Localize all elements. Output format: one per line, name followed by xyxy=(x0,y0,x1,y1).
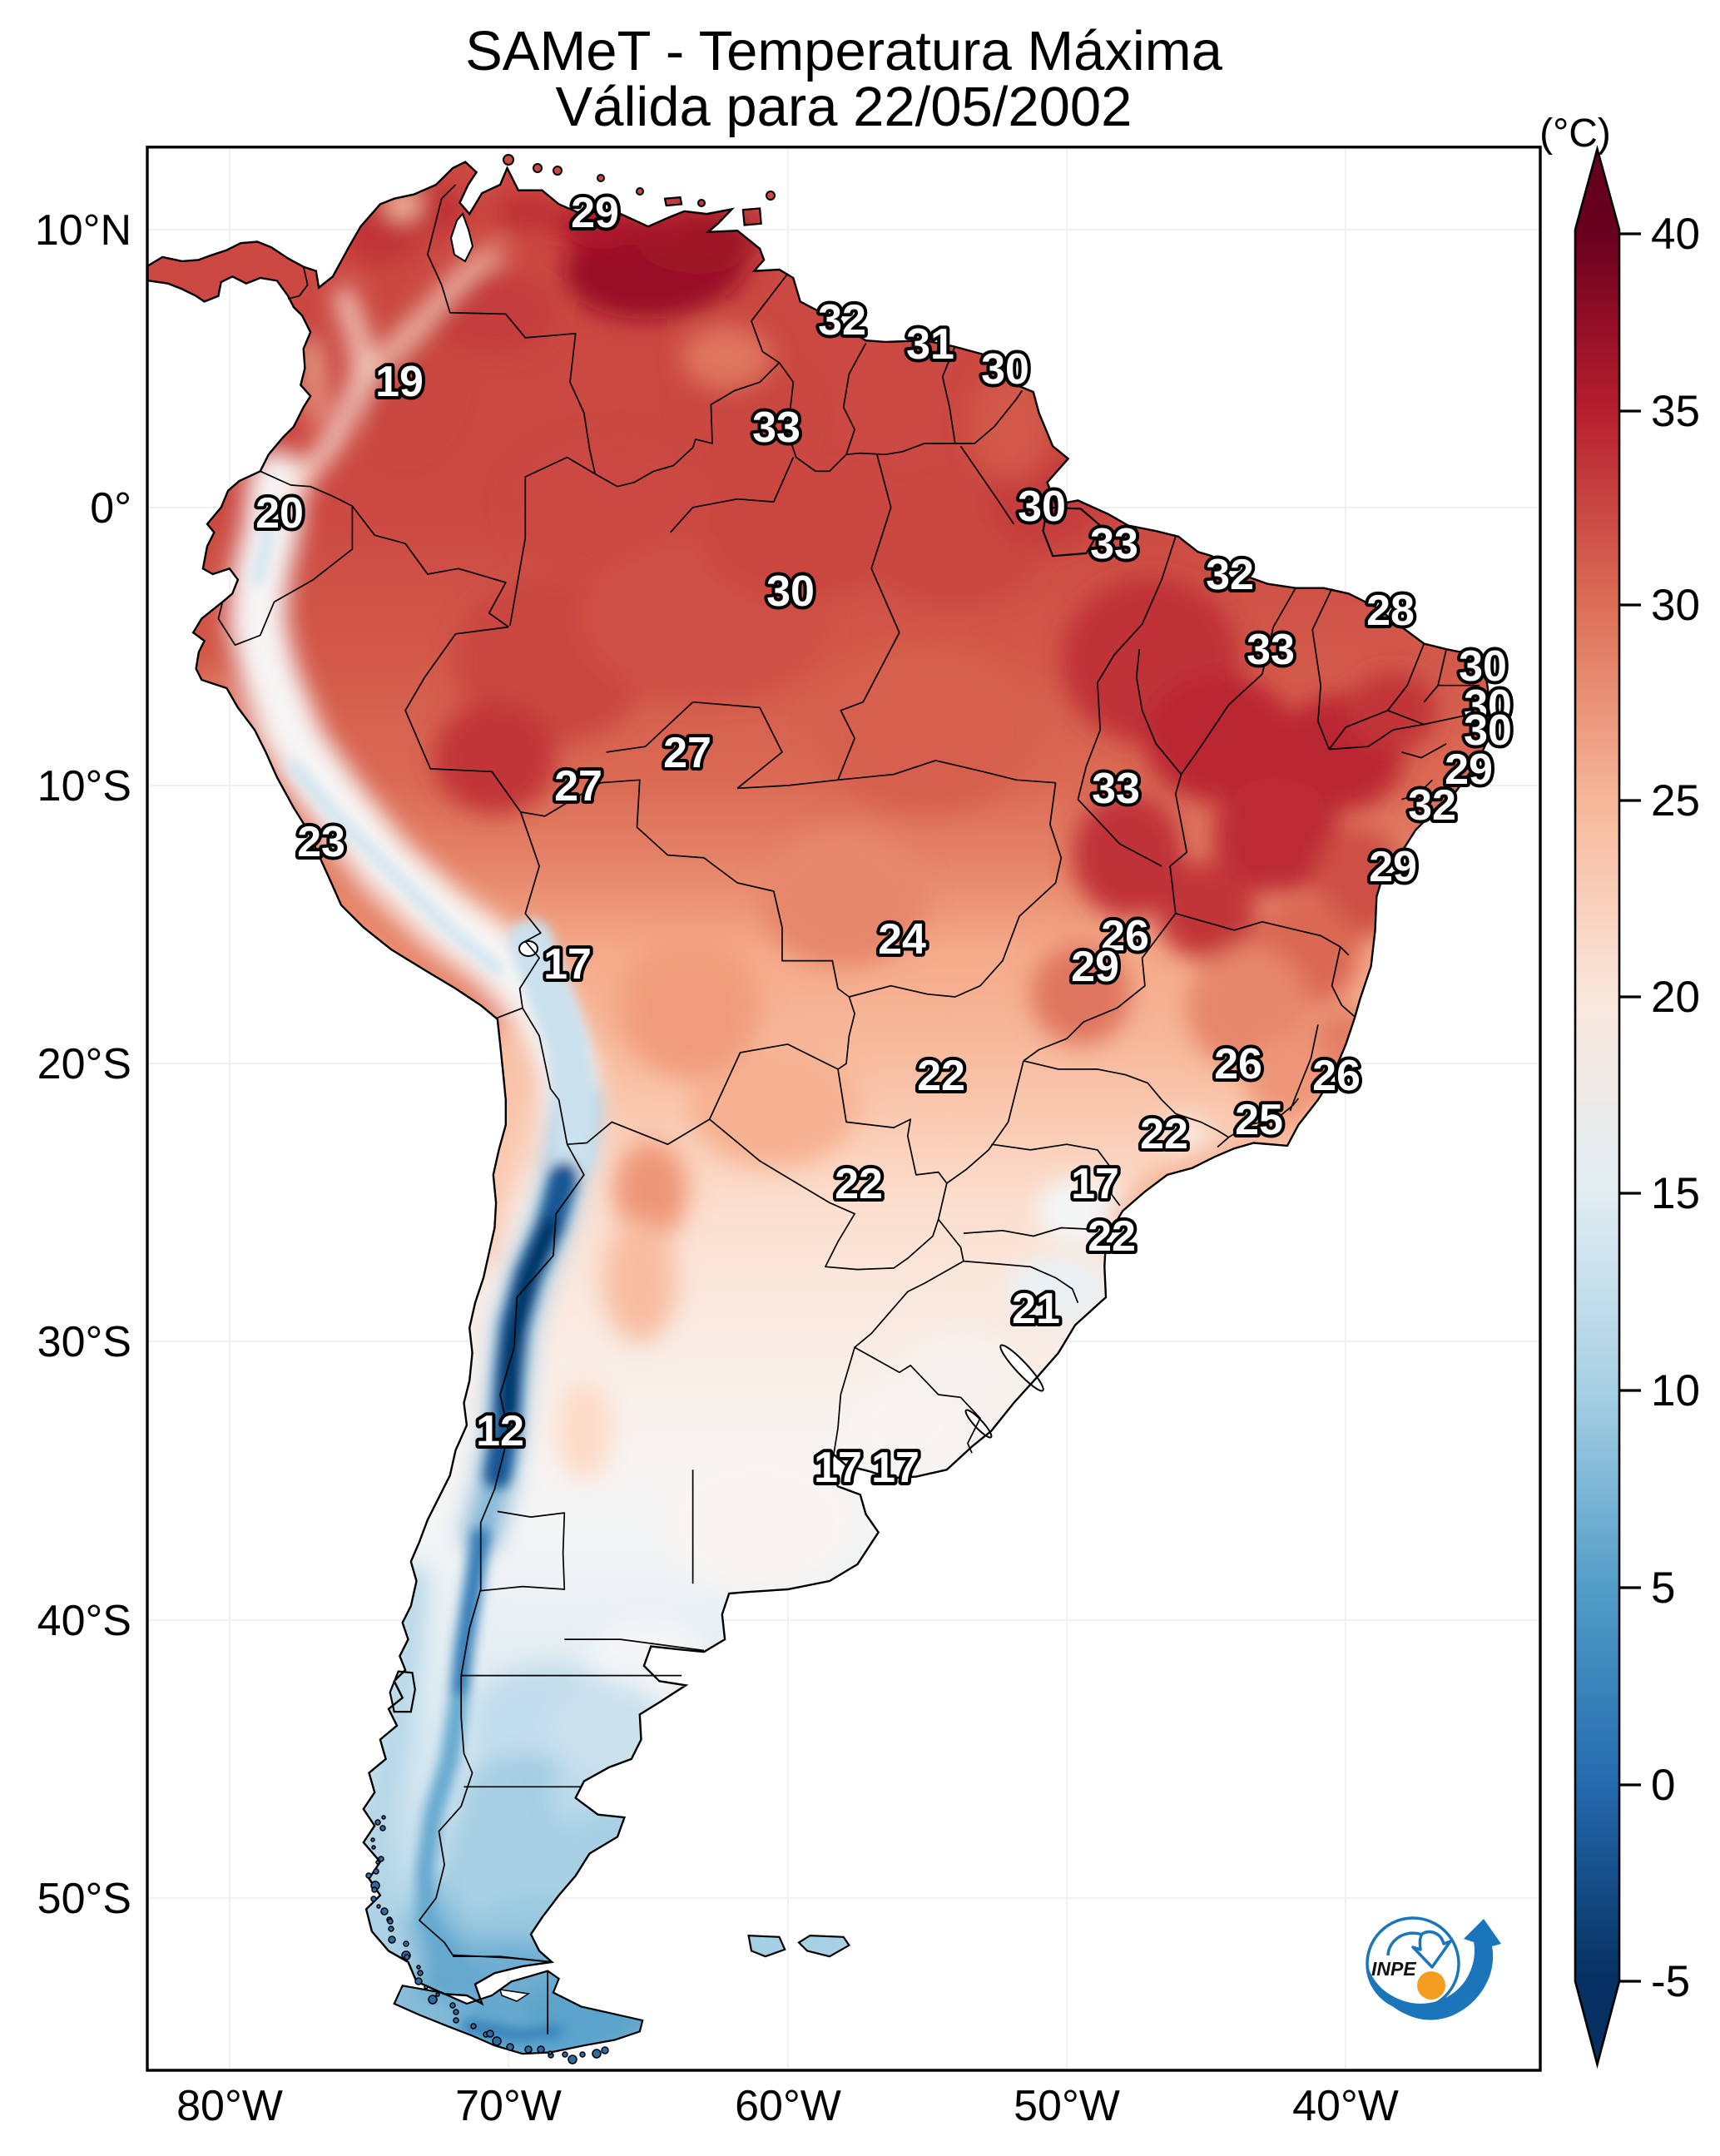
svg-text:26: 26 xyxy=(1214,1040,1262,1088)
svg-text:10°N: 10°N xyxy=(35,206,131,255)
svg-text:22: 22 xyxy=(835,1160,883,1208)
svg-text:12: 12 xyxy=(476,1407,524,1455)
svg-text:26: 26 xyxy=(1312,1052,1361,1100)
svg-text:30: 30 xyxy=(1018,483,1066,531)
svg-text:33: 33 xyxy=(1092,765,1140,813)
svg-text:-5: -5 xyxy=(1651,1957,1690,2006)
svg-text:27: 27 xyxy=(663,729,711,777)
svg-text:21: 21 xyxy=(1012,1285,1060,1333)
svg-text:30: 30 xyxy=(1464,681,1512,730)
svg-text:30: 30 xyxy=(981,345,1029,394)
svg-text:29: 29 xyxy=(1369,843,1417,891)
svg-text:27: 27 xyxy=(554,762,602,810)
svg-text:0: 0 xyxy=(1651,1761,1675,1810)
svg-text:19: 19 xyxy=(375,358,424,406)
svg-text:22: 22 xyxy=(917,1052,965,1100)
svg-text:INPE: INPE xyxy=(1371,1958,1416,1980)
svg-text:10°S: 10°S xyxy=(37,762,131,810)
svg-text:10: 10 xyxy=(1651,1366,1700,1415)
svg-text:Válida para 22/05/2002: Válida para 22/05/2002 xyxy=(556,76,1133,138)
svg-text:60°W: 60°W xyxy=(735,2082,841,2130)
svg-text:33: 33 xyxy=(1247,626,1295,674)
svg-text:20°S: 20°S xyxy=(37,1040,131,1088)
svg-text:22: 22 xyxy=(1140,1110,1188,1158)
svg-text:20: 20 xyxy=(255,489,304,538)
svg-text:20: 20 xyxy=(1651,973,1700,1022)
svg-text:50°S: 50°S xyxy=(37,1875,131,1923)
svg-text:50°W: 50°W xyxy=(1014,2082,1120,2130)
svg-text:29: 29 xyxy=(1445,746,1493,794)
svg-text:0°: 0° xyxy=(90,484,131,533)
svg-text:22: 22 xyxy=(1088,1212,1136,1261)
svg-text:17: 17 xyxy=(871,1444,919,1492)
svg-text:30°S: 30°S xyxy=(37,1318,131,1366)
svg-text:33: 33 xyxy=(1090,520,1138,568)
svg-text:25: 25 xyxy=(1651,776,1700,825)
svg-text:32: 32 xyxy=(1408,781,1456,830)
svg-text:29: 29 xyxy=(571,189,619,237)
svg-text:30: 30 xyxy=(766,567,815,616)
svg-text:25: 25 xyxy=(1235,1096,1283,1144)
svg-text:SAMeT - Temperatura Máxima: SAMeT - Temperatura Máxima xyxy=(465,20,1223,82)
svg-text:26: 26 xyxy=(1101,912,1149,960)
svg-text:80°W: 80°W xyxy=(176,2082,283,2130)
svg-text:32: 32 xyxy=(818,296,866,344)
svg-text:30: 30 xyxy=(1459,642,1507,691)
svg-text:17: 17 xyxy=(1071,1160,1119,1208)
svg-text:(°C): (°C) xyxy=(1539,112,1611,156)
svg-text:17: 17 xyxy=(814,1444,862,1492)
svg-text:23: 23 xyxy=(297,818,345,866)
svg-text:40°S: 40°S xyxy=(37,1597,131,1645)
svg-text:35: 35 xyxy=(1651,387,1700,436)
svg-text:24: 24 xyxy=(878,915,926,964)
svg-text:32: 32 xyxy=(1206,551,1254,599)
svg-text:5: 5 xyxy=(1651,1564,1675,1613)
svg-text:28: 28 xyxy=(1366,587,1415,635)
svg-text:30: 30 xyxy=(1464,706,1512,755)
svg-text:33: 33 xyxy=(752,404,801,452)
svg-text:15: 15 xyxy=(1651,1169,1700,1218)
svg-text:40°W: 40°W xyxy=(1292,2082,1399,2130)
svg-text:29: 29 xyxy=(1071,943,1119,991)
svg-text:70°W: 70°W xyxy=(455,2082,562,2130)
svg-text:40: 40 xyxy=(1651,210,1700,259)
svg-text:30: 30 xyxy=(1651,581,1700,630)
svg-text:17: 17 xyxy=(543,940,592,989)
svg-text:31: 31 xyxy=(906,320,954,369)
